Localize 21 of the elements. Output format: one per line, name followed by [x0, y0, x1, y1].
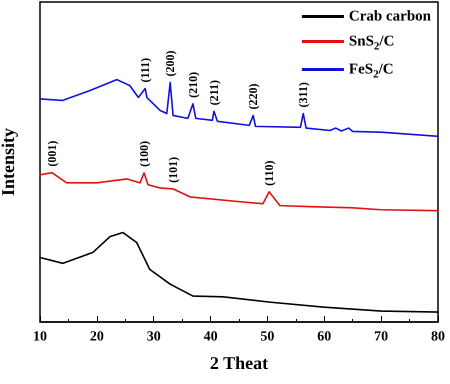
annotation: (220)	[246, 83, 260, 110]
x-tick-label: 40	[204, 330, 218, 344]
annotation: (311)	[296, 82, 310, 108]
annotation: (001)	[44, 140, 59, 167]
annotation: (210)	[186, 72, 200, 98]
annotation: (111)	[138, 58, 152, 83]
x-tick-label: 80	[431, 330, 445, 344]
x-tick-label: 30	[146, 330, 161, 344]
annotation: (101)	[166, 156, 180, 183]
annotation: (100)	[137, 140, 152, 167]
x-tick-label: 10	[33, 330, 47, 344]
x-tick-label: 50	[260, 330, 274, 344]
x-tick-label: 20	[90, 330, 104, 344]
x-tick-label: 70	[374, 330, 388, 344]
annotation: (211)	[206, 80, 221, 106]
annotation: (200)	[163, 50, 178, 76]
x-tick-label: 60	[317, 330, 332, 344]
annotation: (110)	[262, 160, 276, 186]
x-axis-title: 2 Theat	[210, 353, 268, 373]
legend-label: Crab carbon	[348, 8, 432, 24]
y-axis-title: Intensity	[0, 128, 18, 196]
